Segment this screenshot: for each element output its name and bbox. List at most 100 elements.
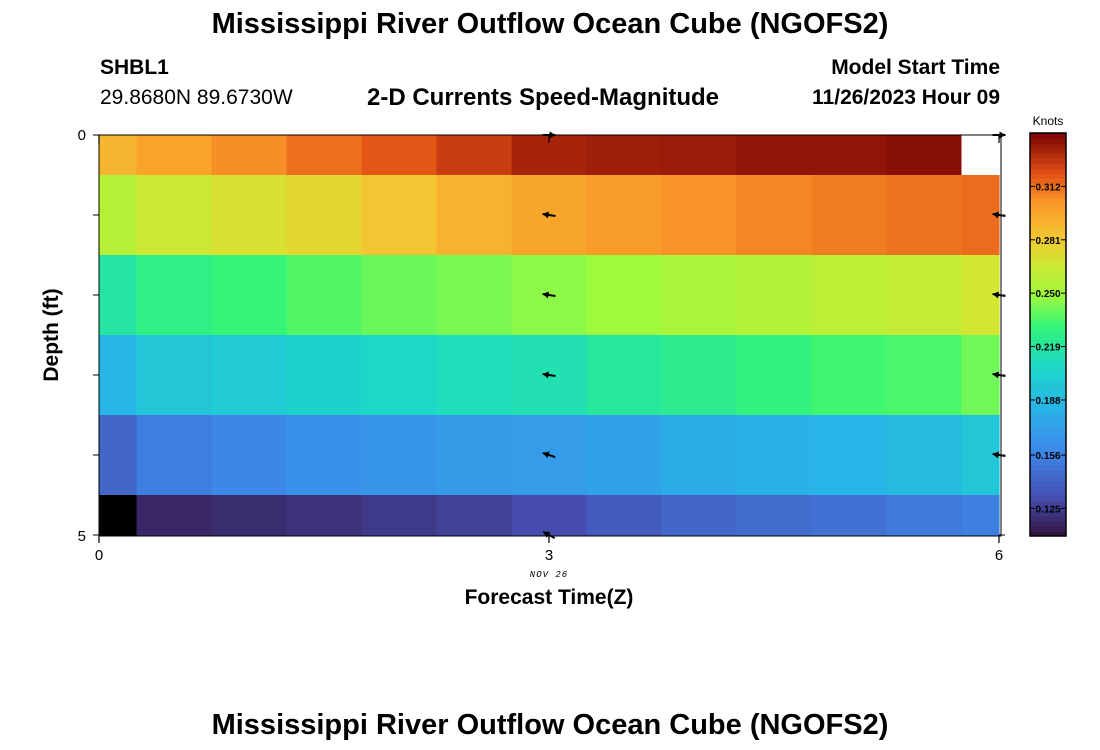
heatmap-cell — [211, 495, 288, 536]
heatmap-cells — [99, 135, 1000, 536]
colorbar-segment — [1030, 279, 1066, 285]
colorbar-segment — [1030, 465, 1066, 472]
heatmap-cell — [286, 135, 363, 176]
colorbar-segment — [1030, 374, 1066, 381]
colorbar-segment — [1030, 324, 1066, 330]
colorbar-segment — [1030, 475, 1066, 482]
heatmap-cell — [99, 255, 138, 336]
colorbar-tick-label: 0.250 — [1035, 289, 1060, 300]
colorbar: 0.125 0.156 0.188 0.219 0.250 0.281 0.312 — [1029, 132, 1067, 537]
heatmap-cell — [436, 335, 513, 416]
colorbar-segment — [1030, 480, 1066, 487]
colorbar-segment — [1030, 138, 1066, 144]
station-coordinates: 29.8680N 89.6730W — [100, 86, 293, 109]
model-start-value: 11/26/2023 Hour 09 — [812, 86, 1000, 109]
colorbar-segment — [1030, 470, 1066, 477]
heatmap-cell — [661, 335, 738, 416]
colorbar-segment — [1030, 384, 1066, 391]
heatmap-cell — [99, 495, 138, 536]
heatmap-cell — [886, 415, 963, 496]
heatmap-cell — [586, 135, 663, 176]
colorbar-tick-label: 0.125 — [1035, 504, 1060, 515]
colorbar-segment — [1030, 435, 1066, 441]
colorbar-segment — [1030, 500, 1066, 507]
colorbar-segment — [1030, 284, 1066, 290]
heatmap-cell — [586, 335, 663, 416]
heatmap-cell — [211, 255, 288, 336]
colorbar-segment — [1030, 410, 1066, 416]
heatmap-cell — [211, 175, 288, 256]
heatmap-cell — [661, 255, 738, 336]
heatmap-cell — [661, 175, 738, 256]
heatmap-cell — [736, 255, 813, 336]
colorbar-segment — [1030, 445, 1066, 451]
colorbar-segment — [1030, 208, 1066, 215]
heatmap-cell — [99, 175, 138, 256]
heatmap-cell — [361, 415, 438, 496]
colorbar-segment — [1030, 203, 1066, 210]
colorbar-segment — [1030, 223, 1066, 230]
colorbar-segment — [1030, 148, 1066, 154]
colorbar-segment — [1030, 530, 1066, 537]
heatmap-cell — [811, 495, 888, 536]
colorbar-segment — [1030, 369, 1066, 376]
model-start-label: Model Start Time — [831, 56, 1000, 79]
heatmap-cell — [286, 415, 363, 496]
y-axis-label: Depth (ft) — [40, 288, 63, 381]
x-tick-label: 3 — [545, 547, 553, 564]
heatmap-cell — [736, 335, 813, 416]
heatmap-cell — [961, 255, 1000, 336]
heatmap-cell — [511, 495, 588, 536]
heatmap-cell — [211, 335, 288, 416]
colorbar-segment — [1030, 389, 1066, 396]
heatmap-cell — [136, 255, 213, 336]
heatmap-cell — [361, 255, 438, 336]
heatmap-cell — [961, 335, 1000, 416]
heatmap-cell — [886, 335, 963, 416]
heatmap-cell — [361, 135, 438, 176]
current-vector-arrow — [542, 451, 556, 459]
colorbar-segment — [1030, 158, 1066, 164]
current-vector-arrow — [992, 131, 1006, 139]
heatmap-cell — [811, 335, 888, 416]
heatmap-cell — [886, 175, 963, 256]
heatmap-cell — [99, 135, 138, 176]
colorbar-segment — [1030, 339, 1066, 346]
heatmap-cell — [811, 135, 888, 176]
heatmap-cell — [99, 415, 138, 496]
heatmap-cell — [286, 335, 363, 416]
colorbar-segment — [1030, 238, 1066, 245]
colorbar-segment — [1030, 289, 1066, 295]
heatmap-cell — [661, 415, 738, 496]
colorbar-segment — [1030, 490, 1066, 497]
colorbar-tick-label: 0.156 — [1035, 451, 1060, 462]
heatmap-cell — [211, 415, 288, 496]
colorbar-segment — [1030, 314, 1066, 320]
colorbar-segment — [1030, 218, 1066, 225]
heatmap-cell — [361, 175, 438, 256]
heatmap-cell — [586, 175, 663, 256]
heatmap-cell — [586, 415, 663, 496]
colorbar-tick-label: 0.219 — [1035, 343, 1060, 354]
heatmap-cell — [286, 175, 363, 256]
heatmap-cell — [736, 135, 813, 176]
colorbar-frame — [1029, 132, 1067, 537]
colorbar-segment — [1030, 253, 1066, 260]
colorbar-segment — [1030, 415, 1066, 421]
heatmap-cell — [961, 415, 1000, 496]
heatmap-cell — [661, 135, 738, 176]
colorbar-segment — [1030, 329, 1066, 335]
colorbar-segment — [1030, 430, 1066, 436]
colorbar-segment — [1030, 309, 1066, 315]
colorbar-segment — [1030, 485, 1066, 492]
chart-subtitle: 2-D Currents Speed-Magnitude — [367, 84, 720, 111]
colorbar-segment — [1030, 510, 1066, 517]
colorbar-tick-label: 0.312 — [1035, 182, 1060, 193]
current-vector-arrow — [992, 371, 1006, 379]
colorbar-segment — [1030, 274, 1066, 280]
colorbar-segment — [1030, 460, 1066, 466]
current-vector-arrow — [542, 530, 556, 540]
heatmap-cell — [961, 135, 1000, 176]
colorbar-segment — [1030, 248, 1066, 255]
heatmap-cell — [811, 415, 888, 496]
